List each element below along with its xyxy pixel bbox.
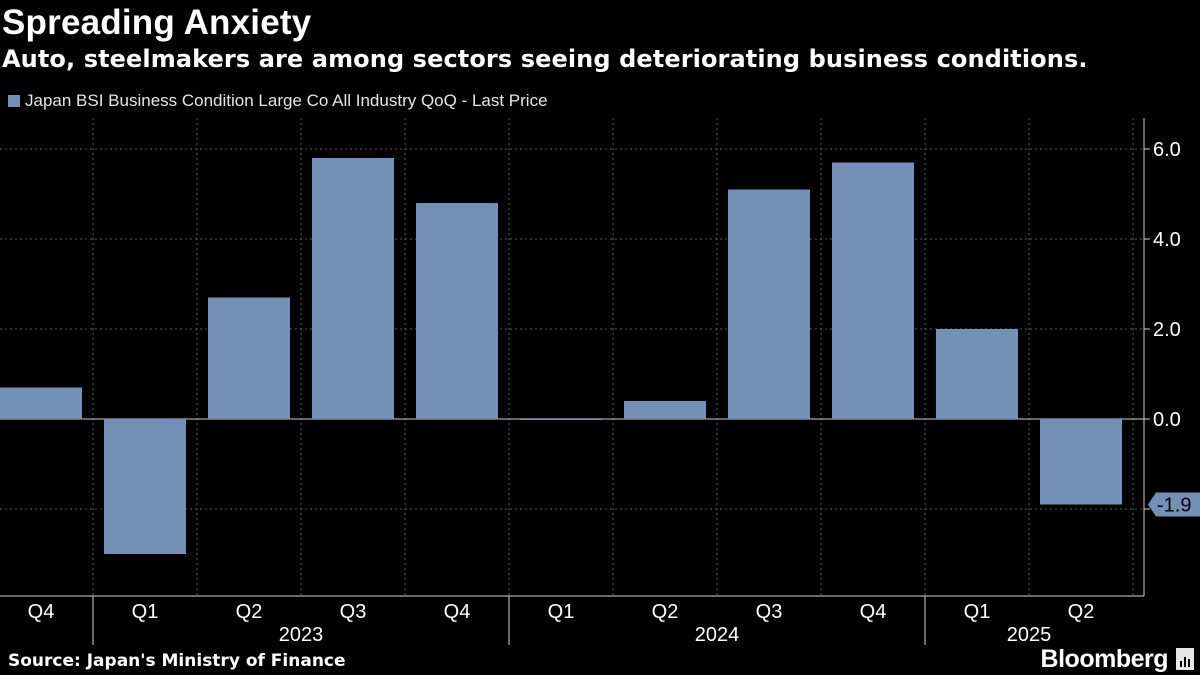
legend-label: Japan BSI Business Condition Large Co Al…	[25, 91, 548, 110]
x-year-label: 2025	[1007, 624, 1052, 646]
bar	[624, 401, 706, 419]
bar	[728, 189, 810, 419]
chart-title: Spreading Anxiety	[2, 3, 312, 42]
y-tick-label: 2.0	[1153, 319, 1181, 341]
x-tick-label: Q2	[652, 601, 679, 623]
x-year-label: 2024	[695, 624, 740, 646]
bar	[936, 329, 1018, 419]
y-tick-label: 0.0	[1153, 409, 1181, 431]
bar	[208, 297, 290, 419]
x-tick-label: Q3	[340, 601, 367, 623]
x-tick-label: Q1	[964, 601, 991, 623]
x-tick-label: Q2	[1068, 601, 1095, 623]
bloomberg-logo-icon	[1176, 648, 1194, 670]
x-tick-label: Q4	[28, 601, 55, 623]
bar	[0, 387, 82, 419]
legend: Japan BSI Business Condition Large Co Al…	[8, 91, 548, 111]
bar	[104, 419, 186, 554]
x-tick-label: Q1	[548, 601, 575, 623]
x-tick-label: Q1	[132, 601, 159, 623]
bar	[312, 158, 394, 419]
bar	[520, 419, 602, 420]
bar	[416, 203, 498, 419]
last-value-callout	[1148, 492, 1200, 517]
x-year-label: 2023	[279, 624, 324, 646]
x-tick-label: Q4	[860, 601, 887, 623]
bar	[1040, 419, 1122, 505]
bar	[832, 162, 914, 419]
last-value-label: -1.9	[1157, 495, 1191, 517]
chart-subtitle: Auto, steelmakers are among sectors seei…	[2, 45, 1088, 73]
x-tick-label: Q4	[444, 601, 471, 623]
legend-swatch	[8, 95, 20, 107]
y-tick-label: 4.0	[1153, 229, 1181, 251]
x-tick-label: Q3	[756, 601, 783, 623]
y-tick-label: 6.0	[1153, 139, 1181, 161]
bloomberg-logo-text: Bloomberg	[1040, 645, 1169, 673]
source-note: Source: Japan's Ministry of Finance	[8, 651, 346, 671]
x-tick-label: Q2	[236, 601, 263, 623]
